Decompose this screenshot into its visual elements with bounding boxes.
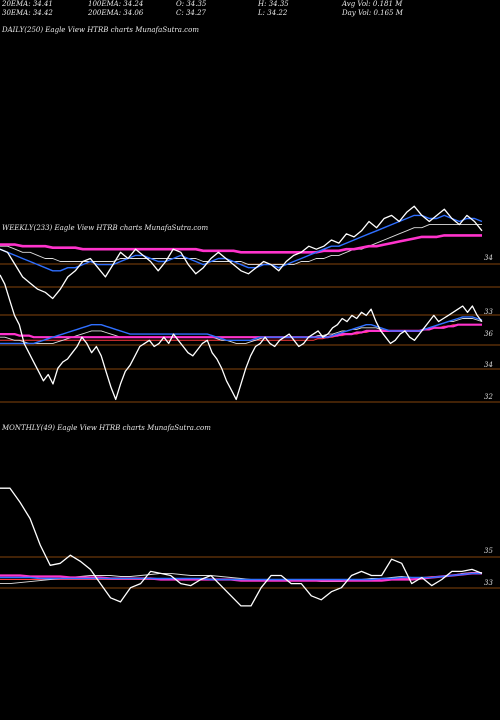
- y-tick-label: 33: [484, 579, 493, 587]
- y-tick-label: 32: [484, 393, 493, 401]
- weekly-lower-ema-blue-line: [0, 316, 483, 345]
- y-tick-label: 34: [484, 254, 493, 262]
- y-tick-label: 33: [484, 308, 493, 316]
- low-label: L: 34.22: [258, 9, 288, 17]
- daily-panel-title: DAILY(250) Eagle View HTRB charts Munafa…: [2, 26, 199, 34]
- monthly-ema-magenta-line: [0, 572, 482, 582]
- y-tick-label: 34: [484, 361, 493, 369]
- monthly-ema-blue-line: [0, 572, 482, 581]
- close-label: C: 34.27: [176, 9, 206, 17]
- avg-vol-label: Avg Vol: 0.181 M: [342, 0, 403, 8]
- ema30-label: 30EMA: 34.42: [2, 9, 53, 17]
- day-vol-label: Day Vol: 0.165 M: [342, 9, 403, 17]
- weekly-upper-ema-slow-line: [0, 234, 482, 254]
- weekly-panel-title: WEEKLY(233) Eagle View HTRB charts Munaf…: [2, 224, 209, 232]
- high-label: H: 34.35: [258, 0, 289, 8]
- ema100-label: 100EMA: 34.24: [88, 0, 144, 8]
- weekly-lower-price-line: [0, 274, 483, 401]
- open-label: O: 34.35: [176, 0, 207, 8]
- monthly-panel-title: MONTHLY(49) Eagle View HTRB charts Munaf…: [2, 424, 211, 432]
- y-tick-label: 36: [484, 330, 493, 338]
- weekly-upper-ema-mid-line: [0, 224, 482, 266]
- weekly-upper-price-line: [0, 205, 483, 300]
- ema20-label: 20EMA: 34.41: [2, 0, 53, 8]
- weekly-upper-ema-fast-line: [0, 214, 483, 272]
- y-tick-label: 35: [484, 547, 493, 555]
- monthly-price-line: [0, 487, 483, 607]
- ema200-label: 200EMA: 34.06: [88, 9, 144, 17]
